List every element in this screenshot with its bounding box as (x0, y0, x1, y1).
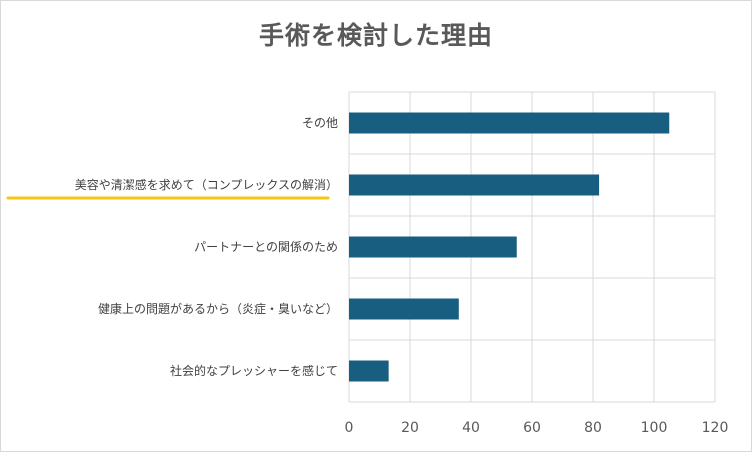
category-label: 美容や清潔感を求めて（コンプレックスの解消） (75, 177, 338, 192)
category-label: 社会的なプレッシャーを感じて (170, 363, 338, 378)
x-tick-label: 120 (702, 420, 729, 436)
x-tick-label: 40 (462, 420, 480, 436)
bar (349, 298, 459, 320)
x-tick-label: 80 (584, 420, 602, 436)
x-tick-label: 0 (345, 420, 354, 436)
category-label: その他 (302, 116, 338, 130)
x-tick-label: 20 (401, 420, 419, 436)
category-label: 健康上の問題があるから（炎症・臭いなど） (98, 301, 338, 316)
bar (349, 112, 670, 134)
x-tick-label: 100 (641, 420, 668, 436)
bar (349, 174, 600, 196)
x-tick-label: 60 (523, 420, 541, 436)
bar (349, 236, 517, 258)
category-label: パートナーとの関係のため (194, 240, 338, 254)
bar (349, 360, 389, 382)
chart-title: 手術を検討した理由 (258, 21, 493, 50)
